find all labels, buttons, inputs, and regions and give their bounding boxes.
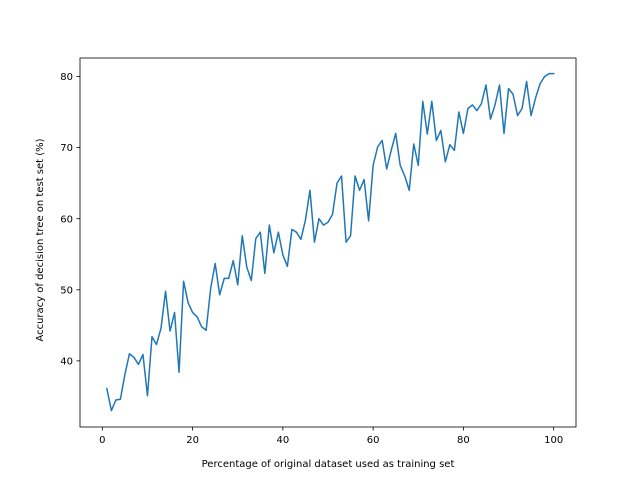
y-tick-label: 40 <box>60 356 73 367</box>
x-axis-label: Percentage of original dataset used as t… <box>202 459 455 470</box>
x-tick-label: 100 <box>544 435 563 446</box>
x-tick-label: 60 <box>367 435 380 446</box>
series-line-0 <box>105 72 555 412</box>
plot-area <box>105 72 555 412</box>
y-tick-label: 80 <box>60 72 73 83</box>
x-tick-label: 0 <box>99 435 105 446</box>
y-tick-label: 60 <box>60 214 73 225</box>
axes-frame <box>79 57 577 428</box>
x-tick-label: 80 <box>457 435 470 446</box>
x-tick-label: 20 <box>186 435 199 446</box>
axes: 0 20 40 60 80 100 40 50 60 70 80 <box>60 57 577 446</box>
x-tick-label: 40 <box>277 435 290 446</box>
y-axis-label: Accuracy of decision tree on test set (%… <box>35 138 46 341</box>
y-tick-label: 70 <box>60 143 73 154</box>
y-tick-label: 50 <box>60 285 73 296</box>
